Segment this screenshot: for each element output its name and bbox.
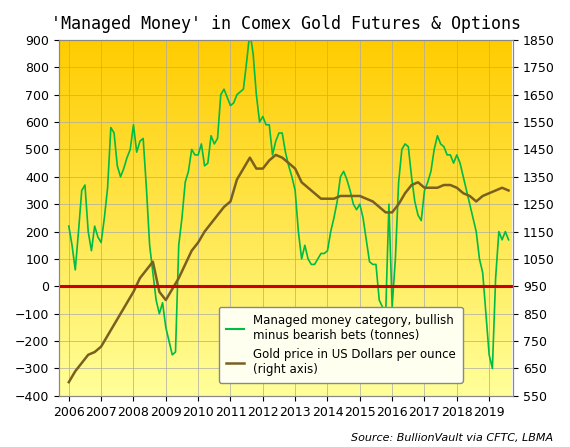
Text: Source: BullionVault via CFTC, LBMA: Source: BullionVault via CFTC, LBMA [351,433,553,443]
Legend: Managed money category, bullish
minus bearish bets (tonnes), Gold price in US Do: Managed money category, bullish minus be… [219,307,463,383]
Text: 'Managed Money' in Comex Gold Futures & Options: 'Managed Money' in Comex Gold Futures & … [51,15,521,33]
